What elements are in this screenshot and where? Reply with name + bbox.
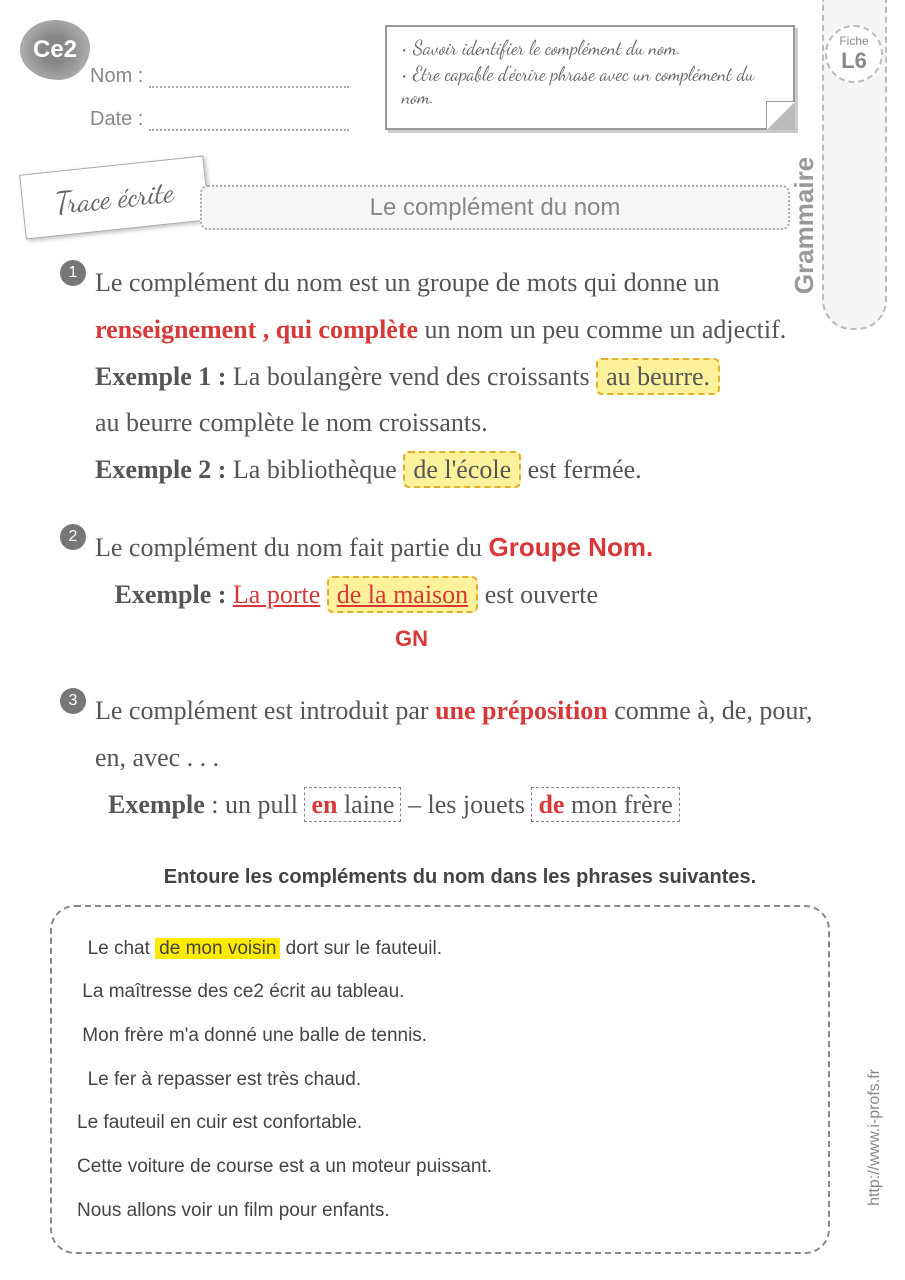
level-badge: Ce2 xyxy=(20,20,90,80)
s3-ex1a: : un pull xyxy=(211,790,304,819)
lesson-content: 1 Le complément du nom est un groupe de … xyxy=(90,260,830,1254)
s3-ex2c: mon frère xyxy=(564,790,672,819)
s1-ex2-highlight: de l'école xyxy=(403,451,521,488)
ex-s5: Le fauteuil en cuir est confortable. xyxy=(77,1112,362,1133)
name-input-line[interactable] xyxy=(149,86,349,88)
ex-s1a: Le chat xyxy=(88,938,156,959)
s2-part1: La porte xyxy=(233,580,320,609)
ex-s3: Mon frère m'a donné une balle de tennis. xyxy=(82,1025,427,1046)
section-2: 2 Le complément du nom fait partie du Gr… xyxy=(90,524,830,658)
s3-ex1c: laine xyxy=(337,790,394,819)
date-input-line[interactable] xyxy=(149,129,349,131)
s1-ex1-text: La boulangère vend des croissants xyxy=(233,362,596,391)
date-label: Date : xyxy=(90,108,143,130)
s1-ex2-text1: La bibliothèque xyxy=(233,455,403,484)
website-url: http://www.i-profs.fr xyxy=(866,1069,884,1206)
s1-ex1-label: Exemple 1 : xyxy=(95,362,233,391)
objective-2: Etre capable d'écrire phrase avec un com… xyxy=(402,61,778,109)
exercise-box: Le chat de mon voisin dort sur le fauteu… xyxy=(50,905,830,1255)
objective-1: Savoir identifier le complément du nom. xyxy=(402,35,778,61)
s2-gn-label: GN xyxy=(395,619,830,659)
s2-red: Groupe Nom. xyxy=(489,532,654,562)
ex-s1-highlight: de mon voisin xyxy=(155,938,280,959)
ex-s7: Nous allons voir un film pour enfants. xyxy=(77,1200,390,1221)
fiche-badge: Fiche L6 xyxy=(825,25,883,83)
s2-part2: de la maison xyxy=(327,576,478,613)
s1-ex2-text2: est fermée. xyxy=(528,455,642,484)
s3-text1: Le complément est introduit par xyxy=(95,696,435,725)
s3-red: une préposition xyxy=(435,696,608,725)
ex-s2: La maîtresse des ce2 écrit au tableau. xyxy=(82,981,404,1002)
fiche-big: L6 xyxy=(841,48,867,74)
s2-text1: Le complément du nom fait partie du xyxy=(95,533,489,562)
s2-ex-label: Exemple : xyxy=(115,580,233,609)
section-3: 3 Le complément est introduit par une pr… xyxy=(90,688,830,828)
exercise-title: Entoure les compléments du nom dans les … xyxy=(90,859,830,895)
ex-s4: Le fer à repasser est très chaud. xyxy=(88,1069,362,1090)
s1-text1: Le complément du nom est un groupe de mo… xyxy=(95,268,720,297)
name-label: Nom : xyxy=(90,65,143,87)
ex-s6: Cette voiture de course est a un moteur … xyxy=(77,1156,492,1177)
s1-text2: un nom un peu comme un adjectif. xyxy=(425,315,787,344)
trace-ecrite-label: Trace écrite xyxy=(19,156,210,240)
bullet-3: 3 xyxy=(60,688,86,714)
s2-text2: est ouverte xyxy=(485,580,598,609)
s3-ex2b: de xyxy=(538,790,564,819)
s1-red: renseignement , qui complète xyxy=(95,315,418,344)
s1-ex2-label: Exemple 2 : xyxy=(95,455,233,484)
s3-ex1b: en xyxy=(311,790,337,819)
name-date-fields: Nom : Date : xyxy=(90,65,349,151)
section-1: 1 Le complément du nom est un groupe de … xyxy=(90,260,830,494)
objectives-box: Savoir identifier le complément du nom. … xyxy=(385,25,795,130)
s1-ex1-note: au beurre complète le nom croissants. xyxy=(95,408,488,437)
fiche-small: Fiche xyxy=(839,34,868,48)
bullet-1: 1 xyxy=(60,260,86,286)
ex-s1b: dort sur le fauteuil. xyxy=(280,938,442,959)
bullet-2: 2 xyxy=(60,524,86,550)
s3-ex-label: Exemple xyxy=(108,790,205,819)
s1-ex1-highlight: au beurre. xyxy=(596,358,720,395)
s3-sep: – les jouets xyxy=(408,790,532,819)
lesson-title: Le complément du nom xyxy=(200,185,790,230)
